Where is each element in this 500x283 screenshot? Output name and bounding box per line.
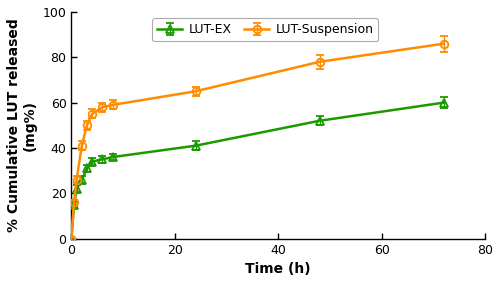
- Y-axis label: % Cumulative LUT released
(mg%): % Cumulative LUT released (mg%): [7, 18, 37, 232]
- Legend: LUT-EX, LUT-Suspension: LUT-EX, LUT-Suspension: [152, 18, 378, 41]
- X-axis label: Time (h): Time (h): [246, 262, 311, 276]
